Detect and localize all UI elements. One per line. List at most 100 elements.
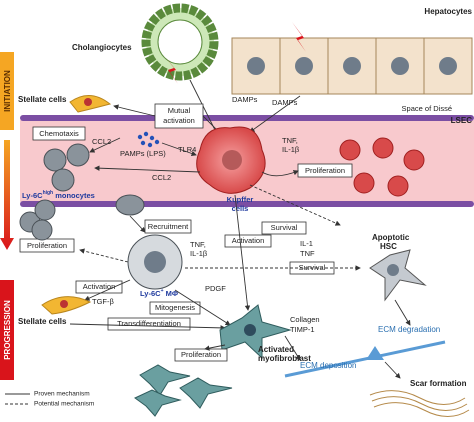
outcome-label: ECM deposition (300, 361, 356, 370)
mediator: CCL2 (152, 173, 171, 182)
dashed-arrow (79, 248, 129, 263)
anatomy-label: LSEC (451, 116, 473, 125)
arrow (261, 170, 299, 177)
mediator: PDGF (205, 284, 226, 293)
arrow (234, 194, 251, 311)
process-label: Mitogenesis (155, 303, 195, 312)
macrophages (19, 199, 56, 241)
label-superscript: + (161, 288, 164, 294)
process-box (174, 348, 228, 362)
process-box (149, 301, 201, 315)
mediator: CCL2 (92, 137, 111, 146)
label-superscript: high (43, 190, 54, 196)
kupffer-cells (339, 137, 425, 197)
bile-lumen (157, 19, 203, 65)
mediator: TIMP-1 (290, 325, 315, 334)
arrow (89, 137, 121, 153)
process-box (224, 234, 272, 248)
process-label: Mutual (168, 106, 191, 115)
process-label: Proliferation (27, 241, 67, 250)
nucleus (144, 251, 166, 273)
cell-label: Stellate cells (18, 317, 67, 326)
label-part: MΦ (163, 289, 178, 298)
process-label: Recruitment (148, 222, 189, 231)
mediator: IL-1β (190, 249, 208, 258)
mediator: TNF (300, 249, 315, 258)
mediator: PAMPs (LPS) (120, 149, 166, 158)
process-box (32, 126, 86, 141)
arrow (69, 323, 226, 331)
dashed-arrow (249, 184, 341, 226)
process-label: activation (163, 116, 195, 125)
process-box (261, 221, 307, 235)
nucleus (387, 264, 399, 276)
process-label: Proliferation (181, 350, 221, 359)
pamps (137, 131, 160, 148)
nucleus (222, 150, 242, 170)
nucleus (84, 98, 92, 106)
legend-label: Potential mechanism (34, 401, 94, 408)
outcome-label: ECM degradation (378, 325, 440, 334)
anatomy-label: Space of Dissé (402, 104, 452, 113)
nucleus (60, 300, 68, 308)
arrow (129, 215, 146, 233)
cell-label: Ly-6Chigh monocytes (22, 190, 95, 200)
label-part: Ly-6C (22, 191, 43, 200)
process-label: Proliferation (305, 166, 345, 175)
fulcrum (366, 346, 384, 360)
arrow (84, 279, 131, 301)
apoptotic-hsc (369, 249, 427, 302)
label-part: Ly-6C (140, 289, 161, 298)
mediator: TNF, (282, 136, 298, 145)
mediator: IL-1β (282, 145, 300, 154)
label-part: monocytes (53, 191, 95, 200)
cell-label: cells (232, 204, 249, 213)
process-label: Transdifferentiation (117, 319, 181, 328)
cell-label: Stellate cells (18, 95, 67, 104)
scar-fibers (369, 390, 470, 417)
process-label: Survival (299, 263, 326, 272)
cell-label: Hepatocytes (424, 7, 472, 16)
process-box (144, 219, 192, 234)
process-label: Activation (83, 282, 116, 291)
arrow (113, 104, 156, 117)
cell-label: myofibroblast (258, 354, 311, 363)
arrow (94, 165, 201, 173)
cell-label: Activated (258, 345, 294, 354)
arrow (384, 361, 401, 379)
phase-label: INITIATION (3, 70, 12, 112)
cell-label: HSC (380, 242, 397, 251)
cell-label: Apoptotic (372, 233, 410, 242)
initiation-bar (0, 52, 14, 130)
process-label: Survival (271, 223, 298, 232)
mediator: Collagen (290, 315, 320, 324)
process-label: Activation (232, 236, 265, 245)
arrow (161, 142, 197, 157)
phase-label: PROGRESSION (3, 300, 12, 360)
outcome-label: Scar formation (410, 379, 467, 388)
monocyte (115, 194, 145, 216)
myofibroblasts (134, 364, 233, 417)
phase-arrow (0, 140, 14, 250)
mediator: DAMPs (232, 95, 258, 104)
mediator: IL-1 (300, 239, 313, 248)
nucleus (244, 324, 256, 336)
injury-bolt (166, 58, 178, 84)
legend-label: Proven mechanism (34, 391, 90, 398)
process-box (75, 280, 123, 294)
cell-label: Kupffer (227, 195, 254, 204)
process-label: Chemotaxis (39, 129, 79, 138)
mediator: TGF-β (92, 297, 114, 306)
monocytes (43, 143, 90, 192)
injury-bolt (292, 22, 306, 52)
cell-label: Ly-6C+ MΦ (140, 288, 178, 298)
mediator: TNF, (190, 240, 206, 249)
mediator: DAMPs (272, 98, 298, 107)
arrow (284, 335, 301, 361)
cell-label: Cholangiocytes (72, 43, 132, 52)
balance-beam (284, 340, 446, 378)
arrow (204, 344, 226, 351)
lsec-membrane (20, 115, 474, 121)
process-box (154, 103, 204, 129)
